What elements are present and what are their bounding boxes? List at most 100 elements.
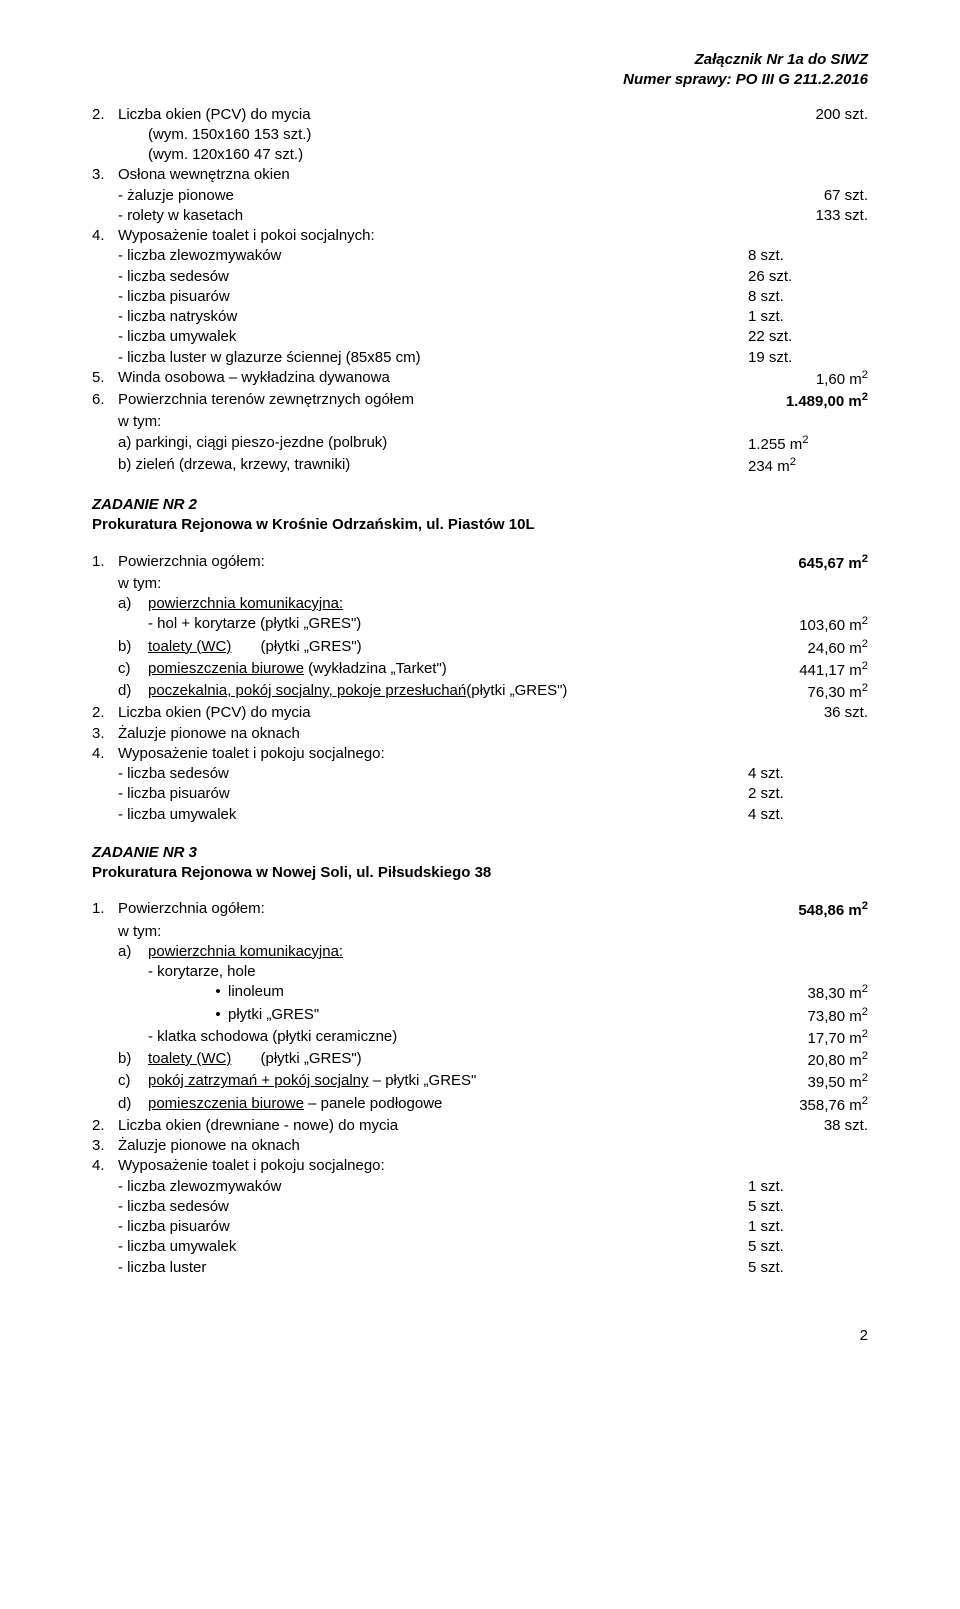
row-value: 1 szt. xyxy=(742,1217,868,1237)
sub-letter: d) xyxy=(118,681,148,703)
row-value: 8 szt. xyxy=(742,287,868,307)
table-row: - liczba umywalek4 szt. xyxy=(118,805,868,825)
item-text: Wyposażenie toalet i pokoju socjalnego: xyxy=(118,744,868,764)
bullet-text: linoleum xyxy=(228,982,808,1004)
item-subtext: - korytarze, hole xyxy=(148,962,868,982)
item-value: 133 szt. xyxy=(815,206,868,226)
row-value: 19 szt. xyxy=(742,348,868,368)
item-number: 3. xyxy=(92,165,118,226)
list-item: 4. Wyposażenie toalet i pokoju socjalneg… xyxy=(92,744,868,825)
item-value: 20,80 m2 xyxy=(808,1049,868,1071)
sub-letter: b) xyxy=(118,637,148,659)
table-row: - liczba natrysków1 szt. xyxy=(118,307,868,327)
list-item: 4. Wyposażenie toalet i pokoju socjalneg… xyxy=(92,1156,868,1278)
row-value: 1 szt. xyxy=(742,307,868,327)
sub-text: pomieszczenia biurowe (wykładzina „Tarke… xyxy=(148,659,799,681)
row-label: - liczba luster xyxy=(118,1258,742,1278)
list-item: 2. Liczba okien (PCV) do mycia 200 szt. … xyxy=(92,105,868,166)
sub-text: powierzchnia komunikacyjna: xyxy=(148,595,343,612)
section-heading: ZADANIE NR 2 Prokuratura Rejonowa w Kroś… xyxy=(92,495,868,536)
item-subtext: (wym. 150x160 153 szt.) xyxy=(148,125,868,145)
item-text: Żaluzje pionowe na oknach xyxy=(118,724,868,744)
zadanie-subtitle: Prokuratura Rejonowa w Nowej Soli, ul. P… xyxy=(92,863,868,883)
row-value: 5 szt. xyxy=(742,1197,868,1217)
list-item: 3. Żaluzje pionowe na oknach xyxy=(92,1136,868,1156)
item-value: 200 szt. xyxy=(815,105,868,125)
row-label: - liczba zlewozmywaków xyxy=(118,246,742,266)
list-item: 4. Wyposażenie toalet i pokoi socjalnych… xyxy=(92,226,868,368)
item-value: 38 szt. xyxy=(824,1116,868,1136)
document-page: Załącznik Nr 1a do SIWZ Numer sprawy: PO… xyxy=(0,0,960,1386)
item-subtext: (wym. 120x160 47 szt.) xyxy=(148,145,868,165)
item-text: Liczba okien (PCV) do mycia xyxy=(118,703,824,723)
item-text: Winda osobowa – wykładzina dywanowa xyxy=(118,368,816,390)
sub-text: poczekalnia, pokój socjalny, pokoje prze… xyxy=(148,681,808,703)
item-value: 1.255 m2 xyxy=(742,433,868,455)
table-row: - liczba pisuarów2 szt. xyxy=(118,784,868,804)
row-value: 8 szt. xyxy=(742,246,868,266)
item-value: 67 szt. xyxy=(824,186,868,206)
page-number: 2 xyxy=(92,1326,868,1346)
item-value: 645,67 m2 xyxy=(798,552,868,574)
section-heading: ZADANIE NR 3 Prokuratura Rejonowa w Nowe… xyxy=(92,843,868,884)
item-text: Powierzchnia terenów zewnętrznych ogółem xyxy=(118,390,786,412)
row-label: - liczba pisuarów xyxy=(118,1217,742,1237)
item-number: 4. xyxy=(92,744,118,825)
row-label: - liczba sedesów xyxy=(118,1197,742,1217)
item-text: Osłona wewnętrzna okien xyxy=(118,165,868,185)
bullet-icon: • xyxy=(208,1005,228,1027)
sub-letter: a) xyxy=(118,594,148,637)
item-text: Żaluzje pionowe na oknach xyxy=(118,1136,868,1156)
list-item: 3. Osłona wewnętrzna okien - żaluzje pio… xyxy=(92,165,868,226)
bullet-text: płytki „GRES" xyxy=(228,1005,808,1027)
item-subtext: - hol + korytarze (płytki „GRES") xyxy=(148,614,799,636)
item-number: 2. xyxy=(92,105,118,166)
wtym-label: w tym: xyxy=(118,922,868,942)
wtym-label: w tym: xyxy=(118,574,868,594)
item-value: 441,17 m2 xyxy=(799,659,868,681)
row-label: - liczba pisuarów xyxy=(118,287,742,307)
row-value: 5 szt. xyxy=(742,1258,868,1278)
row-value: 26 szt. xyxy=(742,267,868,287)
item-number: 4. xyxy=(92,1156,118,1278)
sub-letter: b) xyxy=(118,1049,148,1071)
row-value: 5 szt. xyxy=(742,1237,868,1257)
table-row: - liczba sedesów4 szt. xyxy=(118,764,868,784)
sub-text: toalety (WC) (płytki „GRES") xyxy=(148,1049,808,1071)
row-label: - liczba zlewozmywaków xyxy=(118,1177,742,1197)
header-line-2: Numer sprawy: PO III G 211.2.2016 xyxy=(92,70,868,90)
row-label: - liczba luster w glazurze ściennej (85x… xyxy=(118,348,742,368)
item-value: 103,60 m2 xyxy=(799,614,868,636)
row-label: - liczba umywalek xyxy=(118,327,742,347)
table-row: - liczba sedesów5 szt. xyxy=(118,1197,868,1217)
item-subtext: b) zieleń (drzewa, krzewy, trawniki) xyxy=(118,455,742,477)
item-number: 3. xyxy=(92,724,118,744)
sub-text: powierzchnia komunikacyjna: xyxy=(148,943,343,960)
item-value: 76,30 m2 xyxy=(808,681,868,703)
item-subtext: a) parkingi, ciągi pieszo-jezdne (polbru… xyxy=(118,433,742,455)
row-value: 4 szt. xyxy=(742,764,868,784)
row-label: - liczba sedesów xyxy=(118,267,742,287)
list-item: 6. Powierzchnia terenów zewnętrznych ogó… xyxy=(92,390,868,477)
item-text: Powierzchnia ogółem: xyxy=(118,899,798,921)
row-value: 1 szt. xyxy=(742,1177,868,1197)
item-number: 6. xyxy=(92,390,118,477)
sub-letter: c) xyxy=(118,1071,148,1093)
item-text: Wyposażenie toalet i pokoi socjalnych: xyxy=(118,226,868,246)
zadanie-label: ZADANIE NR 3 xyxy=(92,843,868,863)
item-value: 17,70 m2 xyxy=(808,1027,868,1049)
table-row: - liczba zlewozmywaków8 szt. xyxy=(118,246,868,266)
row-value: 22 szt. xyxy=(742,327,868,347)
item-number: 1. xyxy=(92,899,118,1116)
sub-text: pokój zatrzymań + pokój socjalny – płytk… xyxy=(148,1071,808,1093)
item-value: 1.489,00 m2 xyxy=(786,390,868,412)
item-number: 3. xyxy=(92,1136,118,1156)
table-row: - liczba luster5 szt. xyxy=(118,1258,868,1278)
sub-letter: a) xyxy=(118,942,148,1049)
header-line-1: Załącznik Nr 1a do SIWZ xyxy=(92,50,868,70)
item-value: 73,80 m2 xyxy=(808,1005,868,1027)
item-text: Wyposażenie toalet i pokoju socjalnego: xyxy=(118,1156,868,1176)
list-item: 3. Żaluzje pionowe na oknach xyxy=(92,724,868,744)
table-row: - liczba umywalek5 szt. xyxy=(118,1237,868,1257)
table-row: - liczba zlewozmywaków1 szt. xyxy=(118,1177,868,1197)
